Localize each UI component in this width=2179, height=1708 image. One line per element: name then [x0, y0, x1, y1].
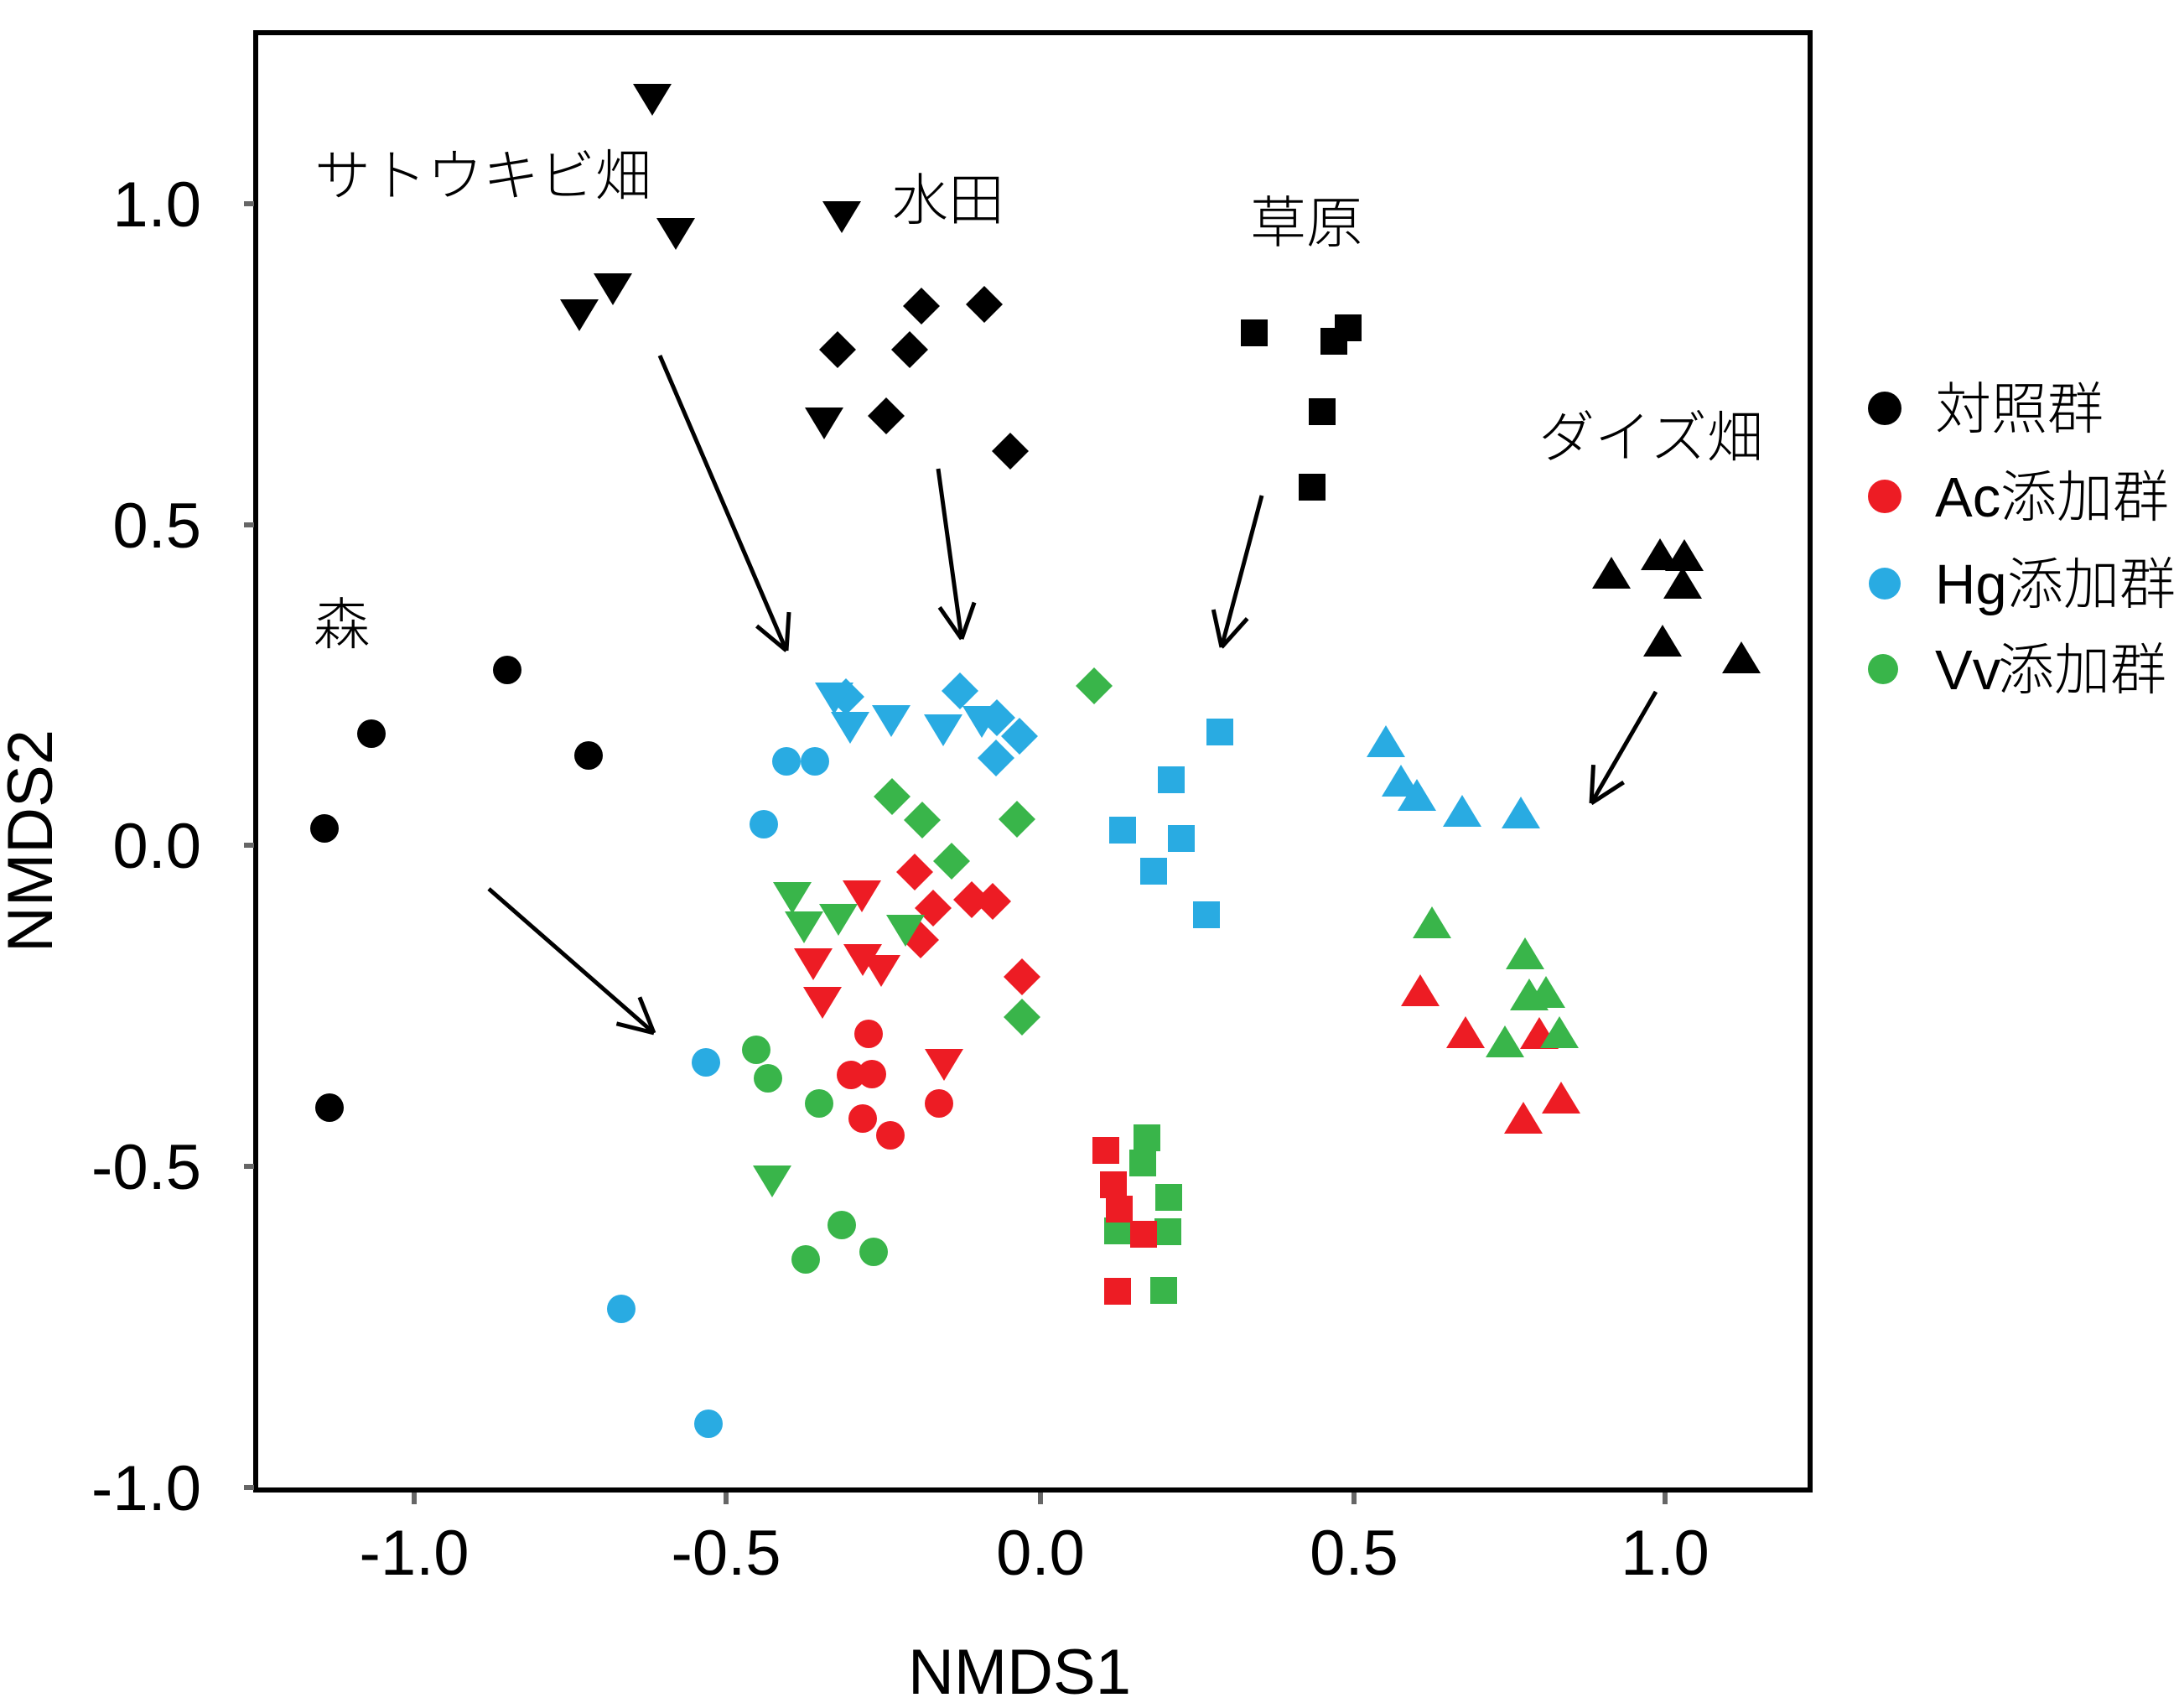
svg-text:1.0: 1.0	[112, 169, 201, 241]
svg-text:Vv: Vv	[1935, 639, 2001, 702]
svg-text:-0.5: -0.5	[672, 1518, 781, 1589]
svg-text:-0.5: -0.5	[91, 1132, 201, 1203]
svg-text:0.0: 0.0	[996, 1518, 1085, 1589]
svg-text:0.0: 0.0	[112, 811, 201, 882]
svg-text:Ac: Ac	[1935, 466, 2000, 529]
svg-text:0.5: 0.5	[1310, 1518, 1398, 1589]
svg-text:NMDS1: NMDS1	[908, 1637, 1131, 1708]
svg-text:1.0: 1.0	[1621, 1518, 1709, 1589]
svg-text:0.5: 0.5	[112, 491, 201, 562]
svg-text:-1.0: -1.0	[91, 1453, 201, 1524]
svg-text:-1.0: -1.0	[360, 1518, 470, 1589]
svg-text:NMDS2: NMDS2	[0, 729, 66, 953]
svg-text:Hg: Hg	[1935, 553, 2007, 616]
